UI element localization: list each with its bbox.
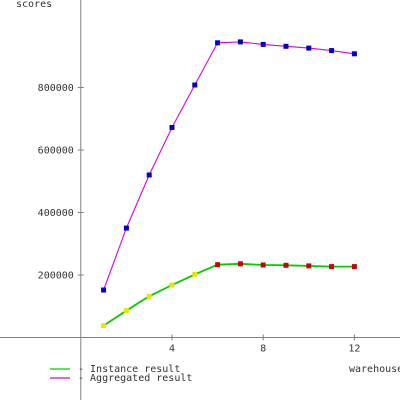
data-point	[215, 40, 221, 46]
series-instance-result	[101, 261, 357, 329]
data-point	[237, 39, 243, 45]
data-point	[101, 323, 107, 329]
y-tick-label: 600000	[38, 146, 74, 157]
data-point	[306, 263, 312, 269]
y-ticks: 200000 400000 600000 800000	[38, 83, 84, 282]
series-line	[103, 41, 355, 291]
data-point	[192, 271, 198, 277]
data-point	[260, 41, 266, 47]
x-axis-label: warehouses	[349, 364, 400, 375]
data-point	[237, 261, 243, 267]
data-point	[283, 43, 289, 49]
legend-label-aggregated: - Aggregated result	[78, 373, 192, 384]
data-point	[192, 82, 198, 88]
legend: - Instance result - Aggregated result	[50, 364, 192, 384]
x-tick-label: 8	[260, 344, 266, 355]
data-point	[169, 282, 175, 288]
y-tick-label: 400000	[38, 208, 74, 219]
y-tick-label: 200000	[38, 271, 74, 282]
x-ticks: 4 8 12	[169, 334, 360, 355]
data-point	[329, 264, 335, 270]
data-point	[123, 308, 129, 314]
data-point	[283, 262, 289, 268]
data-point	[306, 45, 312, 51]
series-line	[103, 262, 355, 327]
data-point	[101, 287, 107, 293]
data-point	[351, 51, 357, 57]
y-tick-label: 800000	[38, 83, 74, 94]
data-point	[123, 225, 129, 231]
data-point	[146, 172, 152, 178]
data-point	[215, 262, 221, 268]
x-tick-label: 4	[169, 344, 175, 355]
series-aggregated-result	[101, 39, 357, 293]
legend-label-instance: - Instance result	[78, 364, 180, 375]
y-axis-label: scores	[16, 0, 52, 10]
series-layer	[101, 39, 357, 329]
data-point	[351, 264, 357, 270]
data-point	[169, 125, 175, 130]
x-tick-label: 12	[348, 344, 360, 355]
data-point	[260, 262, 266, 268]
data-point	[329, 48, 335, 54]
data-point	[146, 293, 152, 299]
